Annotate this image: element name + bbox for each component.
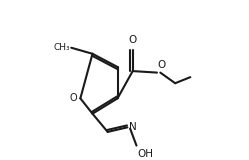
Text: N: N [129, 122, 137, 132]
Text: CH₃: CH₃ [53, 43, 70, 52]
Text: O: O [158, 60, 166, 70]
Text: O: O [128, 35, 137, 45]
Text: O: O [70, 93, 77, 103]
Text: OH: OH [137, 149, 153, 159]
